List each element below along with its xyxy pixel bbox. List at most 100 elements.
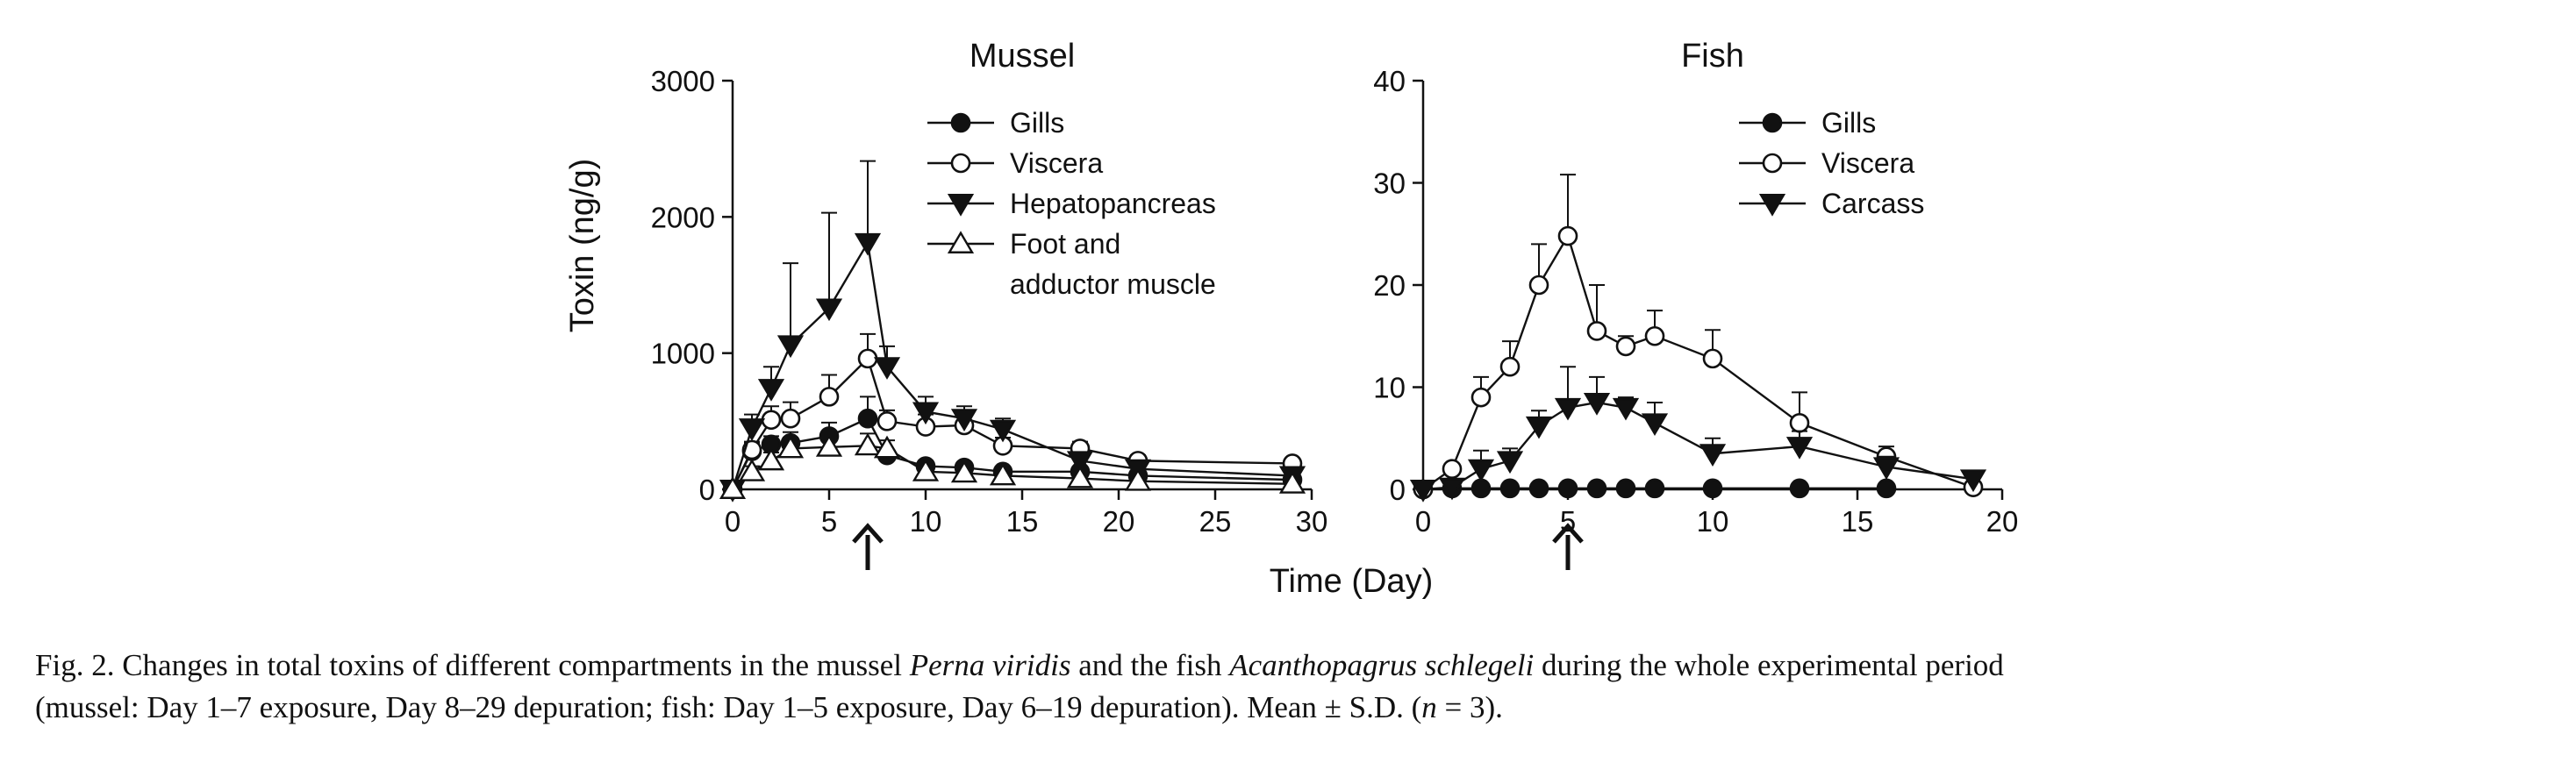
figure-caption: Fig. 2. Changes in total toxins of diffe…: [35, 645, 2544, 729]
data-point: [950, 409, 978, 431]
fish-series-viscera: [1413, 174, 1984, 500]
data-point: [1785, 437, 1814, 460]
data-point: [1959, 469, 1987, 493]
data-point: [1612, 397, 1640, 421]
data-point: [857, 408, 878, 429]
mussel-x-tick-label: 10: [910, 505, 942, 538]
mussel-x-tick-label: 0: [725, 505, 741, 538]
data-point: [757, 447, 785, 471]
data-point: [776, 435, 805, 459]
fish-y-tick-label: 30: [1373, 168, 1406, 200]
legend-marker: [950, 153, 971, 174]
fish-legend-entry: Carcass: [1739, 188, 1924, 219]
figure: Toxin (ng/g) Time (Day) Mussel0100020003…: [564, 38, 2019, 600]
data-point: [761, 410, 782, 431]
caption-line-2: (mussel: Day 1–7 exposure, Day 8–29 depu…: [35, 687, 2544, 729]
data-point: [1442, 459, 1463, 480]
caption-text: = 3).: [1436, 690, 1503, 724]
arrow-head: [852, 523, 884, 544]
mussel-y-tick-label: 1000: [651, 338, 715, 370]
data-point: [877, 411, 898, 431]
legend-marker: [1762, 153, 1783, 174]
data-point: [854, 232, 882, 256]
series-line: [731, 417, 1293, 490]
data-point: [873, 435, 901, 459]
fish-title: Fish: [1681, 38, 1744, 75]
legend-label: Hepatopancreas: [1010, 188, 1216, 219]
data-point: [1525, 416, 1553, 439]
legend-marker: [1762, 112, 1783, 133]
caption-species-fish: Acanthopagrus schlegeli: [1229, 648, 1535, 682]
data-point: [1528, 274, 1549, 296]
fish-y-tick-label: 20: [1373, 269, 1406, 302]
legend-label: Foot and: [1010, 228, 1120, 260]
y-axis-label: Toxin (ng/g): [564, 159, 601, 333]
data-point: [1467, 459, 1495, 482]
caption-text: during the whole experimental period: [1534, 648, 2004, 682]
data-point: [857, 348, 878, 369]
mussel-x-tick-label: 25: [1199, 505, 1232, 538]
data-point: [776, 335, 805, 359]
fish-x-tick-label: 0: [1415, 505, 1431, 538]
fish-legend-entry: Viscera: [1739, 147, 1914, 179]
data-point: [1789, 412, 1810, 433]
fish-series-carcass: [1409, 366, 1987, 503]
data-point: [1124, 467, 1152, 491]
x-axis-label: Time (Day): [1270, 563, 1433, 600]
caption-text: (mussel: Day 1–7 exposure, Day 8–29 depu…: [35, 690, 1422, 724]
caption-species-mussel: Perna viridis: [909, 648, 1071, 682]
data-point: [1499, 478, 1521, 499]
data-point: [815, 434, 843, 457]
fish-x-tick-label: 20: [1986, 505, 2019, 538]
data-point: [757, 379, 785, 402]
data-point: [1278, 471, 1306, 494]
fish-x-tick-label: 10: [1697, 505, 1729, 538]
data-point: [912, 459, 940, 481]
mussel-y-tick-label: 2000: [651, 201, 715, 233]
mussel-legend-entry: Foot and adductor muscle: [927, 228, 1216, 300]
data-point: [854, 432, 882, 456]
data-point: [1586, 321, 1607, 341]
mussel-y-tick-label: 3000: [651, 65, 715, 97]
caption-text: and the fish: [1070, 648, 1230, 682]
data-point: [780, 408, 801, 429]
data-point: [912, 402, 940, 425]
mussel-x-tick-label: 20: [1103, 505, 1135, 538]
data-point: [1586, 478, 1607, 499]
data-point: [1528, 478, 1549, 499]
data-point: [1409, 480, 1437, 503]
legend-label: Viscera: [1010, 147, 1103, 179]
data-point: [873, 357, 901, 380]
data-point: [738, 459, 766, 481]
data-point: [1876, 478, 1897, 499]
data-point: [819, 387, 840, 407]
data-point: [1699, 444, 1727, 467]
fish-x-tick-label: 15: [1842, 505, 1874, 538]
data-point: [989, 462, 1017, 486]
data-point: [989, 419, 1017, 443]
caption-text: Fig. 2. Changes in total toxins of diffe…: [35, 648, 910, 682]
legend-label: Gills: [1821, 107, 1876, 139]
mussel-series-foot-and-adductor-muscle: [719, 432, 1306, 499]
mussel-panel: Mussel 0 1000 2000 3000 0 5 10 15 20 25 30 Gills Visc…: [651, 38, 1328, 570]
data-point: [1066, 451, 1094, 474]
data-point: [1644, 478, 1665, 499]
legend-marker: [947, 231, 975, 253]
mussel-x-tick-label: 30: [1296, 505, 1328, 538]
mussel-series-hepatopancreas: [719, 160, 1306, 503]
legend-marker: [947, 194, 975, 217]
data-point: [1583, 393, 1611, 416]
mussel-x-tick-label: 5: [821, 505, 837, 538]
data-point: [1702, 478, 1723, 499]
data-point: [950, 460, 978, 483]
data-point: [1615, 478, 1636, 499]
data-point: [1496, 451, 1524, 474]
caption-line-1: Fig. 2. Changes in total toxins of diffe…: [35, 645, 2544, 687]
data-point: [738, 418, 766, 441]
mussel-x-tick-label: 15: [1006, 505, 1039, 538]
legend-label: adductor muscle: [1010, 268, 1216, 300]
legend-label: Carcass: [1821, 188, 1924, 219]
data-point: [1554, 397, 1582, 421]
data-point: [815, 298, 843, 322]
data-point: [1066, 465, 1094, 488]
